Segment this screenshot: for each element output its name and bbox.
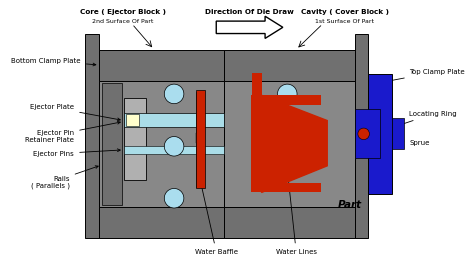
Text: Ejector Plate: Ejector Plate [30,104,120,121]
Bar [355,34,368,238]
Bar [100,207,224,238]
Bar [252,73,262,113]
Circle shape [164,137,184,156]
Text: Cavity ( Cover Block ): Cavity ( Cover Block ) [301,9,389,15]
Bar [355,109,380,158]
Text: Water Baffle: Water Baffle [195,184,238,254]
Bar [124,98,146,180]
Bar [252,95,320,105]
Bar [251,95,262,192]
Text: 1st Surface Of Part: 1st Surface Of Part [316,20,374,24]
Bar [196,143,204,187]
Bar [224,80,355,207]
Bar [100,80,224,207]
Text: Core ( Ejector Block ): Core ( Ejector Block ) [80,9,166,15]
FancyArrow shape [216,16,283,38]
Bar [102,83,122,205]
Text: Locating Ring: Locating Ring [383,111,457,131]
Bar [126,114,138,126]
Bar [124,113,224,127]
Bar [124,146,224,154]
Bar [224,50,355,80]
Circle shape [164,84,184,104]
Circle shape [300,135,319,155]
Bar [392,118,404,149]
Bar [85,34,100,238]
Circle shape [164,188,184,208]
Text: Rails
( Parallels ): Rails ( Parallels ) [31,166,98,189]
Polygon shape [262,95,327,192]
Text: Sprue: Sprue [359,136,430,146]
Text: Water Lines: Water Lines [276,173,317,254]
Circle shape [277,84,297,104]
Circle shape [277,160,297,179]
Text: Part: Part [337,200,362,210]
Bar [224,207,355,238]
Bar [252,153,262,192]
Text: Ejector Pins: Ejector Pins [34,149,120,157]
Text: 2nd Surface Of Part: 2nd Surface Of Part [92,20,154,24]
Bar [196,92,204,134]
Text: Ejector Pin
Retainer Plate: Ejector Pin Retainer Plate [25,121,120,143]
Bar [100,50,224,80]
Bar [252,183,320,192]
Text: Top Clamp Plate: Top Clamp Plate [371,69,465,85]
Bar [196,133,204,143]
Bar [196,90,205,188]
Text: Direction Of Die Draw: Direction Of Die Draw [205,9,294,15]
Circle shape [358,128,369,140]
Text: Bottom Clamp Plate: Bottom Clamp Plate [11,58,96,66]
Bar [368,74,392,194]
